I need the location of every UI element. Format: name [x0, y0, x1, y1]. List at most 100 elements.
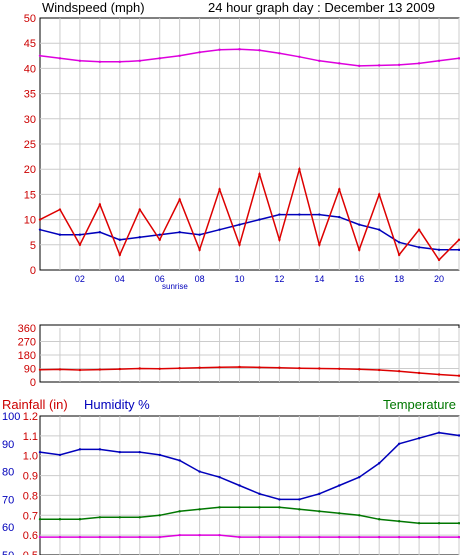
- temperature-series-point: [417, 522, 421, 525]
- wind-direction-series-point: [238, 365, 241, 369]
- humidity-tick-label: 60: [2, 522, 14, 534]
- rainfall-series-point: [417, 535, 421, 539]
- rainfall-series-point: [38, 535, 42, 539]
- temperature-series-point: [457, 522, 460, 525]
- windspeed-series-red-point: [318, 243, 321, 246]
- rain-tick-label: 0.6: [23, 530, 38, 542]
- humidity-series-point: [138, 450, 141, 454]
- windspeed-series-red-point: [198, 248, 201, 252]
- temperature-series-point: [98, 516, 102, 519]
- windspeed-series-red-point: [238, 243, 241, 246]
- windspeed-series-red-point: [258, 173, 261, 176]
- humidity-tick-label: 50: [2, 550, 14, 555]
- rainfall-series-point: [437, 535, 441, 539]
- temperature-series-point: [377, 518, 381, 521]
- temperature-series-point: [338, 512, 341, 515]
- y-tick-label: 5: [30, 240, 36, 252]
- temperature-series-point: [58, 518, 62, 521]
- rainfall-series-point: [218, 533, 221, 537]
- grid-lines: [40, 18, 460, 555]
- humidity-series-point: [258, 492, 261, 496]
- windspeed-series-magenta-point: [318, 59, 321, 63]
- windspeed-series-blue: [39, 213, 459, 251]
- windspeed-series-magenta-point: [338, 62, 341, 65]
- windspeed-series-blue-point: [178, 231, 181, 234]
- humidity-series-point: [397, 442, 401, 445]
- windspeed-series-blue-point: [158, 233, 161, 236]
- y-tick-label: 15: [24, 189, 36, 201]
- rain-tick-label: 1.0: [23, 451, 38, 463]
- wind-direction-series-point: [258, 366, 261, 369]
- windspeed-series-magenta-point: [377, 64, 381, 67]
- temperature-series-point: [318, 510, 321, 513]
- wind-direction-series-point: [377, 368, 381, 372]
- y-tick-label: 270: [18, 337, 36, 349]
- rain-tick-label: 0.7: [23, 510, 38, 522]
- rainfall-series-point: [338, 535, 341, 539]
- windspeed-series-magenta-point: [98, 60, 102, 64]
- x-tick-label: 06: [155, 274, 165, 284]
- windspeed-series-blue-point: [218, 228, 221, 231]
- temperature-series-point: [278, 506, 281, 509]
- rainfall-series-point: [178, 533, 181, 537]
- x-tick-label: 08: [195, 274, 205, 284]
- wind-direction-series-point: [338, 367, 341, 370]
- wind-direction-series-point: [298, 367, 301, 370]
- windspeed-series-red-point: [38, 218, 42, 221]
- windspeed-series-magenta-point: [138, 59, 141, 63]
- wind-direction-series-point: [417, 371, 421, 375]
- rain-tick-label: 0.9: [23, 471, 38, 483]
- temperature-series-point: [198, 508, 201, 511]
- wind-direction-series-point: [178, 367, 181, 370]
- windspeed-series-blue-point: [397, 241, 401, 244]
- humidity-series-point: [278, 498, 281, 501]
- windspeed-series-blue-point: [138, 236, 141, 239]
- windspeed-series-red-point: [58, 208, 62, 211]
- wind-direction-series-point: [58, 368, 62, 371]
- temperature-series-point: [238, 506, 241, 509]
- windspeed-series-red-point: [158, 238, 161, 241]
- windspeed-series-magenta-point: [437, 59, 441, 63]
- rainfall-series-point: [278, 535, 281, 539]
- rainfall-series-point: [457, 535, 460, 539]
- windspeed-series-red-point: [98, 203, 102, 206]
- climate-plot-frame: [39, 415, 460, 555]
- humidity-series-point: [437, 431, 441, 434]
- windspeed-series-red-point: [78, 243, 82, 246]
- temperature-series-point: [218, 506, 221, 509]
- windspeed-series-red-point: [118, 253, 122, 257]
- wind-direction-series-point: [138, 367, 141, 370]
- humidity-series-point: [78, 448, 82, 451]
- wind-direction-series-point: [278, 366, 281, 369]
- windspeed-series-red-point: [437, 258, 441, 262]
- x-tick-label: 14: [314, 274, 324, 284]
- y-tick-label: 0: [30, 265, 36, 277]
- rain-tick-label: 0.5: [23, 550, 38, 555]
- humidity-series-point: [58, 453, 62, 457]
- windspeed-series-blue-point: [118, 238, 122, 241]
- x-tick-label: 12: [274, 274, 284, 284]
- humidity-series-point: [198, 470, 201, 473]
- y-tick-label: 0: [30, 377, 36, 389]
- temperature-series-point: [178, 510, 181, 513]
- temperature-series-point: [437, 522, 441, 525]
- wind-direction-series-point: [358, 368, 361, 371]
- wind-direction-series-point: [38, 368, 42, 371]
- windspeed-series-red-point: [218, 188, 221, 191]
- sunrise-label: sunrise: [162, 282, 188, 291]
- rain-tick-label: 1.2: [23, 411, 38, 423]
- windspeed-series-blue-point: [457, 248, 460, 252]
- temperature-series-point: [298, 508, 301, 511]
- windspeed-series-magenta-point: [258, 49, 261, 52]
- wind-direction-series-point: [397, 370, 401, 373]
- windspeed-series-magenta-point: [38, 54, 42, 57]
- windspeed-series-magenta-point: [198, 51, 201, 54]
- temperature-series: [40, 506, 459, 524]
- windspeed-series-blue-point: [38, 228, 42, 231]
- x-tick-label: 16: [354, 274, 364, 284]
- windspeed-series-red: [39, 166, 460, 262]
- windspeed-series-magenta-point: [417, 62, 421, 65]
- humidity-tick-label: 80: [2, 467, 14, 479]
- windspeed-series-magenta-point: [278, 52, 281, 55]
